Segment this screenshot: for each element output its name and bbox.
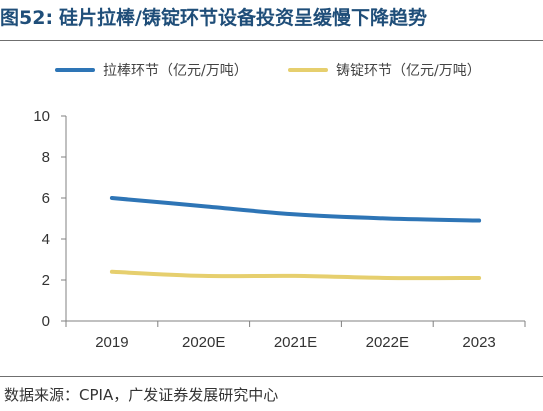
y-tick-label: 6 [42, 190, 50, 207]
x-tick-label: 2019 [95, 334, 128, 351]
y-tick-label: 4 [42, 231, 50, 248]
y-tick-label: 2 [42, 272, 50, 289]
figure-title: 硅片拉棒/铸锭环节设备投资呈缓慢下降趋势 [59, 7, 427, 29]
bottom-rule [0, 376, 543, 377]
legend-item-series-2: 铸锭环节（亿元/万吨） [288, 56, 481, 84]
legend-swatch-series-1 [55, 68, 95, 72]
legend-swatch-series-2 [288, 68, 328, 72]
y-tick-label: 10 [33, 108, 50, 125]
x-tick-label: 2023 [462, 334, 495, 351]
y-tick-label: 0 [42, 313, 50, 330]
figure-title-bar: 图52: 硅片拉棒/铸锭环节设备投资呈缓慢下降趋势 [0, 0, 543, 36]
series-line-1 [109, 196, 482, 223]
chart-legend: 拉棒环节（亿元/万吨） 铸锭环节（亿元/万吨） [0, 56, 543, 84]
x-tick-label: 2022E [366, 334, 409, 351]
source-note: 数据来源：CPIA，广发证券发展研究中心 [4, 386, 279, 404]
legend-label-series-2: 铸锭环节（亿元/万吨） [336, 63, 481, 79]
x-tick-label: 2020E [182, 334, 225, 351]
series-line-2 [109, 269, 482, 281]
x-tick-label: 2021E [274, 334, 317, 351]
legend-item-series-1: 拉棒环节（亿元/万吨） [55, 56, 248, 84]
top-rule [0, 40, 543, 41]
legend-label-series-1: 拉棒环节（亿元/万吨） [103, 63, 248, 79]
y-tick-label: 8 [42, 149, 50, 166]
figure-number: 图52: [0, 7, 54, 29]
